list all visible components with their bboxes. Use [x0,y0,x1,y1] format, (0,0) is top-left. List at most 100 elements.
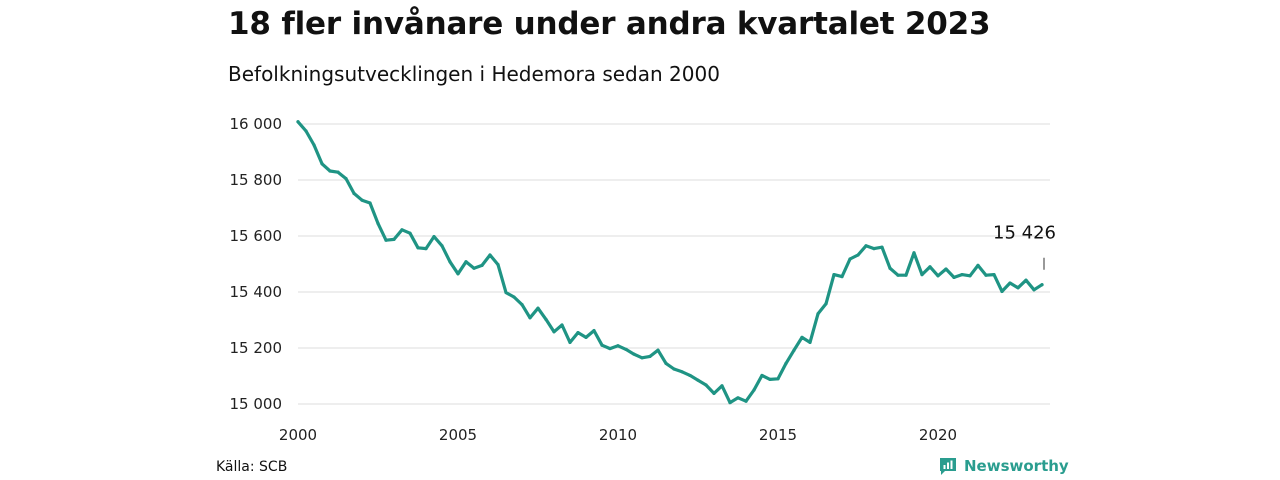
data-point [296,120,300,124]
data-point [536,306,540,310]
data-point [448,260,452,264]
data-point [728,401,732,405]
data-point [752,388,756,392]
data-point [944,267,948,271]
data-point [640,356,644,360]
data-point [520,303,524,307]
data-point [352,191,356,196]
data-point [488,253,492,257]
data-point [1008,281,1012,285]
data-point [784,361,788,365]
page-subtitle: Befolkningsutvecklingen i Hedemora sedan… [228,62,720,86]
data-point [1040,283,1044,287]
data-point [400,228,404,232]
y-tick-label: 15 800 [230,171,283,189]
data-point [472,266,476,270]
data-point [776,377,780,381]
data-point [840,275,844,279]
data-point [1016,286,1020,290]
data-point [544,317,548,322]
data-point [816,312,820,316]
data-point [872,247,876,251]
y-tick-label: 15 000 [230,395,283,413]
data-point [832,273,836,277]
brand-name: Newsworthy [964,457,1069,475]
data-point [704,383,708,387]
data-point [848,257,852,261]
data-point [656,348,660,352]
data-point [304,129,308,133]
grid-lines [298,123,1050,405]
data-point [504,290,508,295]
data-point [888,266,892,270]
data-point [904,273,908,277]
data-point [744,399,748,403]
page-title: 18 fler invånare under andra kvartalet 2… [228,6,991,42]
data-point [496,262,500,267]
source-note: Källa: SCB [216,459,288,475]
data-point [1000,289,1004,294]
data-point [432,234,436,239]
newsworthy-logo-icon [940,458,956,475]
data-point [1024,278,1028,282]
data-point [696,378,700,382]
data-point [600,343,604,347]
data-point [592,329,596,333]
data-point [984,273,988,277]
y-tick-label: 15 400 [230,283,283,301]
data-point [800,335,804,339]
data-point [568,340,572,344]
y-tick-label: 16 000 [230,115,283,133]
y-tick-label: 15 200 [230,339,283,357]
data-point [312,143,316,147]
data-point [416,246,420,250]
series-line [296,120,1044,405]
data-point [624,347,628,351]
data-point [760,373,764,378]
line-chart: 15 000 15 200 15 400 15 600 15 800 16 000 2000… [230,115,1057,444]
data-point [824,302,828,306]
data-point [480,263,484,267]
data-point [440,244,444,248]
data-point [920,273,924,277]
y-tick-label: 15 600 [230,227,283,245]
data-point [512,295,516,299]
data-point [968,274,972,278]
data-point [552,330,556,334]
x-tick-label: 2010 [599,426,637,444]
data-point [960,273,964,277]
data-point [368,201,372,205]
data-point [664,361,668,365]
data-point [992,273,996,277]
data-point [880,245,884,249]
data-point [792,348,796,352]
x-tick-label: 2020 [919,426,957,444]
data-point [376,221,380,225]
data-point [1032,288,1036,292]
data-point [808,340,812,344]
brand-logo: Newsworthy [938,456,1069,476]
series-layer [296,120,1044,405]
data-point [360,198,364,202]
data-point [864,244,868,248]
data-point [720,384,724,388]
data-point [616,344,620,348]
data-point [464,260,468,264]
data-point [896,273,900,277]
data-point [336,170,340,174]
data-point [680,370,684,374]
data-point [344,177,348,181]
data-point [424,247,428,251]
data-point [584,335,588,339]
data-point [976,263,980,267]
data-point [408,231,412,235]
data-point [912,251,916,255]
x-tick-label: 2005 [439,426,477,444]
data-point [560,323,564,327]
data-point [736,396,740,400]
data-point [672,367,676,371]
data-point [528,316,532,320]
data-point [648,354,652,358]
data-point [928,265,932,269]
x-tick-label: 2000 [279,426,317,444]
